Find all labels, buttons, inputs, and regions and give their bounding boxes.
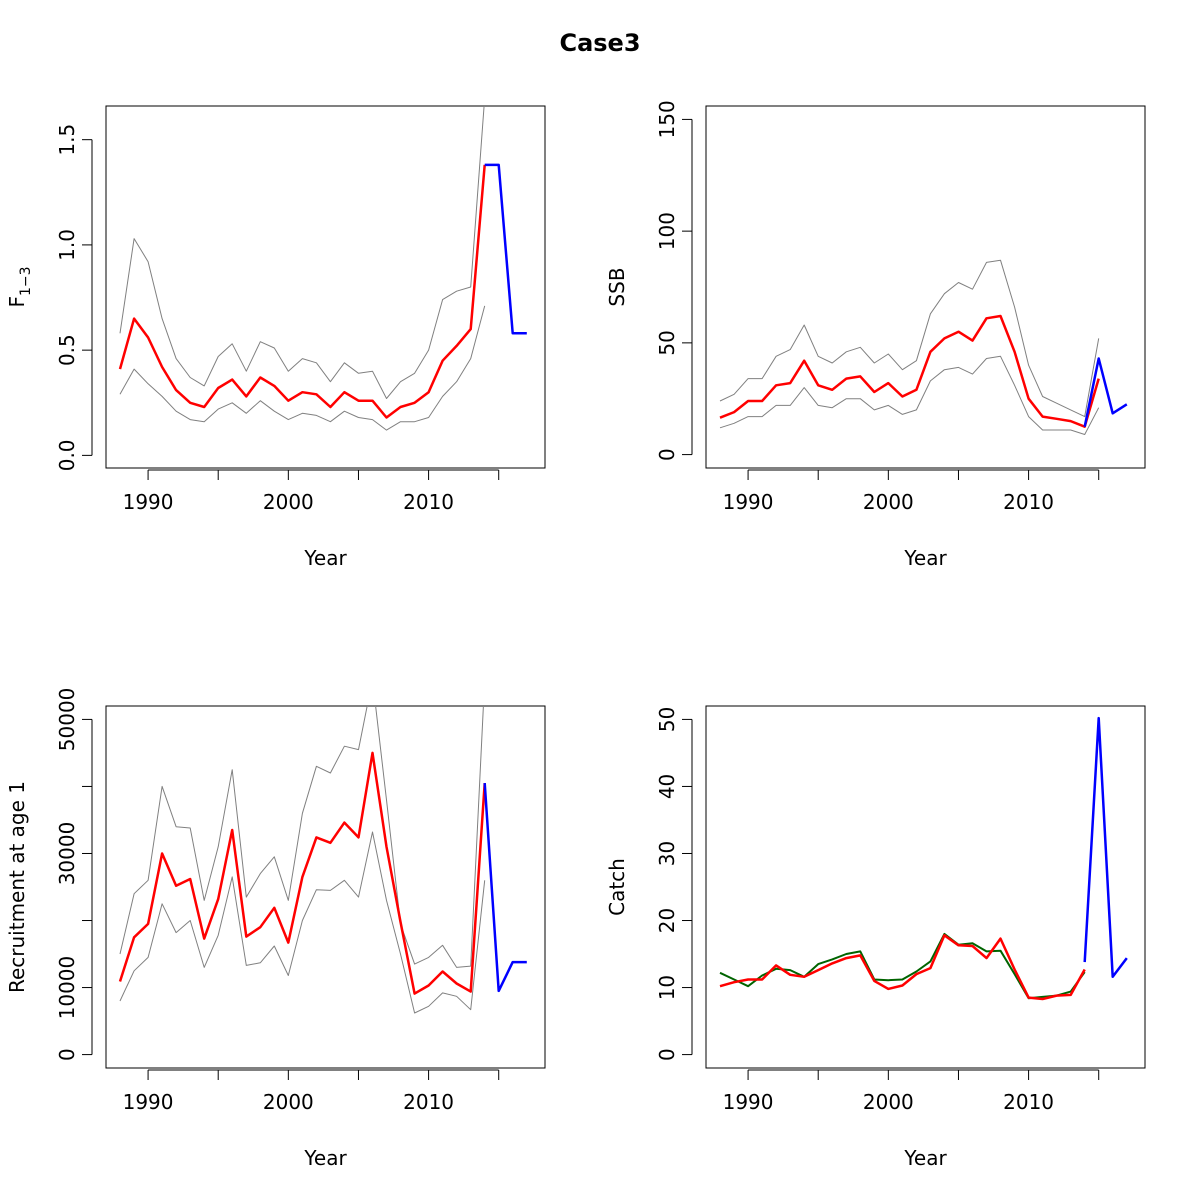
x-tick-label: 2010 bbox=[403, 490, 454, 514]
y-tick-label: 1.5 bbox=[55, 124, 79, 156]
y-tick-label: 30000 bbox=[55, 822, 79, 886]
x-axis: 1990 2000 2010 Year bbox=[723, 1069, 1100, 1170]
y-tick-label: 100 bbox=[655, 212, 679, 250]
x-tick-label: 2010 bbox=[1003, 1090, 1054, 1114]
y-tick-label: 150 bbox=[655, 100, 679, 138]
x-tick-label: 2000 bbox=[263, 1090, 314, 1114]
series-line-ci bbox=[719, 355, 1100, 435]
series-line-ci bbox=[119, 305, 486, 431]
y-axis-label-main: Recruitment at age 1 bbox=[5, 781, 29, 993]
series-line-projection bbox=[1083, 716, 1128, 979]
x-axis-label: Year bbox=[303, 546, 347, 570]
series-line-estimate bbox=[719, 314, 1100, 428]
y-axis-label-main: SSB bbox=[605, 267, 629, 306]
series-line-estimate bbox=[118, 164, 486, 419]
y-tick-label: 10000 bbox=[55, 956, 79, 1020]
x-axis-label: Year bbox=[303, 1146, 347, 1170]
series-line-ci bbox=[719, 259, 1100, 418]
y-tick-label: 20 bbox=[655, 908, 679, 933]
series-group bbox=[719, 259, 1128, 435]
series-line-projection bbox=[483, 783, 527, 993]
y-axis-label: SSB bbox=[605, 267, 629, 306]
y-tick-label: 0 bbox=[655, 448, 679, 461]
x-axis: 1990 2000 2010 Year bbox=[123, 469, 500, 570]
series-group bbox=[118, 106, 527, 431]
y-axis: 0.0 0.5 1.0 1.5 F1−3 bbox=[5, 124, 93, 471]
y-tick-label: 0.5 bbox=[55, 334, 79, 366]
x-tick-label: 2000 bbox=[863, 490, 914, 514]
y-tick-label: 0 bbox=[655, 1048, 679, 1061]
x-tick-label: 2000 bbox=[863, 1090, 914, 1114]
series-group bbox=[118, 706, 527, 1014]
x-axis-label: Year bbox=[903, 1146, 947, 1170]
series-line-estimate bbox=[719, 934, 1086, 1001]
plot-frame bbox=[705, 705, 1146, 1069]
y-axis: 0 10 20 30 40 50 Catch bbox=[605, 707, 693, 1061]
y-tick-label: 0.0 bbox=[55, 439, 79, 471]
y-tick-label: 1.0 bbox=[55, 229, 79, 261]
x-axis: 1990 2000 2010 Year bbox=[123, 1069, 500, 1170]
y-axis-label: Recruitment at age 1 bbox=[5, 781, 29, 993]
series-line-projection bbox=[484, 163, 527, 335]
figure-title: Case3 bbox=[559, 29, 640, 57]
series-line-ci bbox=[119, 106, 485, 399]
y-tick-label: 30 bbox=[655, 841, 679, 866]
y-axis: 0 50 100 150 SSB bbox=[605, 100, 693, 461]
panel-catch: 1990 2000 2010 Year 0 10 20 30 40 50 Catch bbox=[605, 705, 1146, 1170]
x-tick-label: 2010 bbox=[1003, 490, 1054, 514]
x-tick-label: 2010 bbox=[403, 1090, 454, 1114]
y-tick-label: 50 bbox=[655, 330, 679, 355]
x-axis-label: Year bbox=[903, 546, 947, 570]
y-axis-label: F1−3 bbox=[5, 266, 34, 307]
x-tick-label: 1990 bbox=[123, 1090, 174, 1114]
x-tick-label: 1990 bbox=[123, 490, 174, 514]
y-tick-label: 10 bbox=[655, 975, 679, 1000]
y-tick-label: 50 bbox=[655, 707, 679, 732]
y-axis-label-subscript: 1−3 bbox=[18, 266, 34, 296]
x-tick-label: 1990 bbox=[723, 490, 774, 514]
panel-recruitment: 1990 2000 2010 Year 0 10000 30000 50000 Recruitm… bbox=[5, 688, 546, 1170]
panel-f: 1990 2000 2010 Year 0.0 0.5 1.0 1.5 F1−3 bbox=[5, 105, 546, 570]
series-group bbox=[719, 716, 1128, 1001]
x-tick-label: 1990 bbox=[723, 1090, 774, 1114]
y-axis-label: Catch bbox=[605, 858, 629, 916]
series-line-ci bbox=[119, 706, 484, 968]
panel-ssb: 1990 2000 2010 Year 0 50 100 150 SSB bbox=[605, 100, 1146, 570]
y-axis-label-main: Catch bbox=[605, 858, 629, 916]
x-axis: 1990 2000 2010 Year bbox=[723, 469, 1100, 570]
plot-frame bbox=[705, 105, 1146, 469]
series-line-estimate bbox=[118, 751, 486, 995]
y-axis: 0 10000 30000 50000 Recruitment at age 1 bbox=[5, 688, 93, 1061]
plot-frame bbox=[105, 705, 546, 1069]
y-axis-label-main: F bbox=[5, 296, 29, 308]
series-line-projection bbox=[1083, 357, 1128, 427]
y-tick-label: 50000 bbox=[55, 688, 79, 752]
series-line-ci bbox=[119, 831, 486, 1014]
y-tick-label: 0 bbox=[55, 1048, 79, 1061]
x-tick-label: 2000 bbox=[263, 490, 314, 514]
plot-frame bbox=[105, 105, 546, 469]
y-tick-label: 40 bbox=[655, 774, 679, 799]
